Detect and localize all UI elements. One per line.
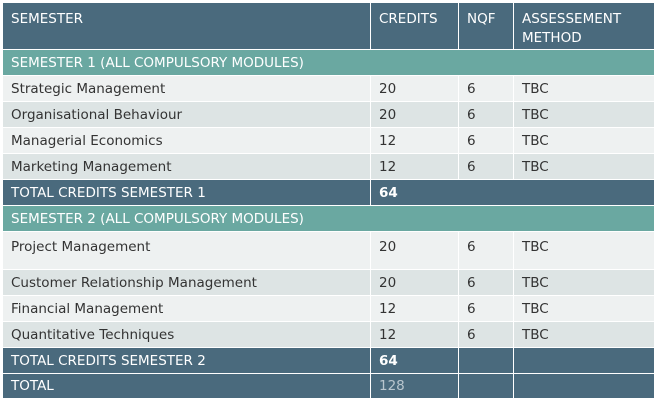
module-name: Project Management bbox=[2, 231, 371, 270]
grand-total-empty-nqf bbox=[458, 373, 514, 399]
table-row: Quantitative Techniques 12 6 TBC bbox=[2, 321, 655, 348]
module-credits: 20 bbox=[370, 101, 459, 128]
semester-2-total-empty-method bbox=[513, 347, 655, 374]
module-name: Strategic Management bbox=[2, 75, 371, 102]
module-credits: 12 bbox=[370, 127, 459, 154]
module-method: TBC bbox=[513, 153, 655, 180]
module-method: TBC bbox=[513, 295, 655, 322]
module-method: TBC bbox=[513, 269, 655, 296]
module-method: TBC bbox=[513, 75, 655, 102]
semester-1-total-row: TOTAL CREDITS SEMESTER 1 64 bbox=[2, 179, 655, 206]
table-row: Strategic Management 20 6 TBC bbox=[2, 75, 655, 102]
semester-1-heading-row: SEMESTER 1 (ALL COMPULSORY MODULES) bbox=[2, 49, 655, 76]
module-name: Financial Management bbox=[2, 295, 371, 322]
module-nqf: 6 bbox=[458, 101, 514, 128]
semester-1-title: SEMESTER 1 (ALL COMPULSORY MODULES) bbox=[2, 49, 655, 76]
header-semester: SEMESTER bbox=[2, 2, 371, 50]
curriculum-table: SEMESTER CREDITS NQF ASSESSEMENT METHOD … bbox=[2, 2, 655, 399]
header-assessment-method: ASSESSEMENT METHOD bbox=[513, 2, 655, 50]
semester-2-total-value: 64 bbox=[370, 347, 459, 374]
module-name: Marketing Management bbox=[2, 153, 371, 180]
module-credits: 20 bbox=[370, 269, 459, 296]
module-nqf: 6 bbox=[458, 231, 514, 270]
module-nqf: 6 bbox=[458, 321, 514, 348]
module-nqf: 6 bbox=[458, 153, 514, 180]
grand-total-value: 128 bbox=[370, 373, 459, 399]
module-credits: 20 bbox=[370, 75, 459, 102]
module-method: TBC bbox=[513, 101, 655, 128]
module-name: Customer Relationship Management bbox=[2, 269, 371, 296]
grand-total-empty-method bbox=[513, 373, 655, 399]
module-credits: 12 bbox=[370, 321, 459, 348]
table-row: Customer Relationship Management 20 6 TB… bbox=[2, 269, 655, 296]
semester-1-total-label: TOTAL CREDITS SEMESTER 1 bbox=[2, 179, 371, 206]
table-row: Marketing Management 12 6 TBC bbox=[2, 153, 655, 180]
module-credits: 20 bbox=[370, 231, 459, 270]
header-credits: CREDITS bbox=[370, 2, 459, 50]
module-nqf: 6 bbox=[458, 127, 514, 154]
semester-2-title: SEMESTER 2 (ALL COMPULSORY MODULES) bbox=[2, 205, 655, 232]
module-credits: 12 bbox=[370, 295, 459, 322]
header-nqf: NQF bbox=[458, 2, 514, 50]
module-nqf: 6 bbox=[458, 75, 514, 102]
table-row: Managerial Economics 12 6 TBC bbox=[2, 127, 655, 154]
semester-2-total-row: TOTAL CREDITS SEMESTER 2 64 bbox=[2, 347, 655, 374]
module-credits: 12 bbox=[370, 153, 459, 180]
module-method: TBC bbox=[513, 321, 655, 348]
module-nqf: 6 bbox=[458, 269, 514, 296]
module-name: Managerial Economics bbox=[2, 127, 371, 154]
table-row: Project Management 20 6 TBC bbox=[2, 231, 655, 270]
grand-total-label: TOTAL bbox=[2, 373, 371, 399]
module-method: TBC bbox=[513, 231, 655, 270]
module-name: Quantitative Techniques bbox=[2, 321, 371, 348]
module-nqf: 6 bbox=[458, 295, 514, 322]
grand-total-row: TOTAL 128 bbox=[2, 373, 655, 399]
module-method: TBC bbox=[513, 127, 655, 154]
semester-2-total-label: TOTAL CREDITS SEMESTER 2 bbox=[2, 347, 371, 374]
semester-1-total-value: 64 bbox=[370, 179, 655, 206]
table-header-row: SEMESTER CREDITS NQF ASSESSEMENT METHOD bbox=[2, 2, 655, 50]
semester-2-heading-row: SEMESTER 2 (ALL COMPULSORY MODULES) bbox=[2, 205, 655, 232]
table-row: Financial Management 12 6 TBC bbox=[2, 295, 655, 322]
module-name: Organisational Behaviour bbox=[2, 101, 371, 128]
table-row: Organisational Behaviour 20 6 TBC bbox=[2, 101, 655, 128]
semester-2-total-empty-nqf bbox=[458, 347, 514, 374]
